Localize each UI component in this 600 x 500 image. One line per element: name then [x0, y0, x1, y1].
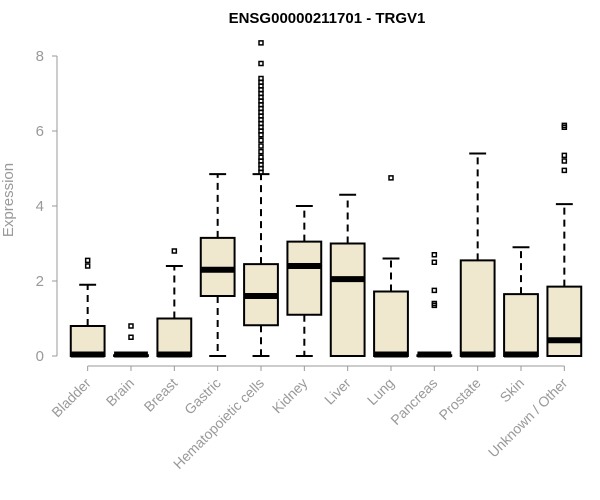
box-body [373, 290, 409, 357]
x-tick-label: Pancreas [387, 375, 440, 428]
outlier-point [258, 40, 264, 46]
box-liver [329, 193, 366, 357]
box-prostate [459, 152, 496, 358]
x-tick-label: Prostate [436, 375, 484, 423]
x-tick-label: Liver [321, 375, 354, 408]
x-tick-label: Kidney [269, 375, 311, 417]
outlier-point [431, 287, 438, 294]
x-tick-label: Unknown / Other [485, 375, 571, 461]
box-body [69, 325, 106, 357]
y-ticks: 0 2 4 6 8 [36, 48, 57, 365]
box-hematopoietic-cells [243, 40, 279, 357]
box-skin [503, 246, 539, 358]
box-bladder [69, 257, 106, 358]
box-series [69, 40, 583, 358]
box-body [156, 317, 193, 357]
box-brain [113, 323, 149, 358]
box-unknown-other [546, 122, 583, 357]
chart-title: ENSG00000211701 - TRGV1 [229, 10, 426, 27]
box-body [459, 259, 496, 357]
box-gastric [199, 173, 236, 357]
x-tick-label: Lung [364, 375, 397, 408]
outlier-point [128, 323, 134, 329]
y-tick-label: 4 [36, 198, 44, 215]
outlier-point [431, 252, 438, 258]
outlier-point [258, 154, 264, 160]
outlier-point [561, 122, 568, 129]
outlier-point [431, 259, 438, 265]
box-body [546, 285, 583, 357]
y-axis-label: Expression [0, 163, 17, 237]
outlier-point [258, 60, 264, 67]
outlier-point [258, 143, 264, 149]
outlier-point [258, 75, 264, 82]
x-tick-label: Skin [497, 375, 528, 406]
outlier-point [84, 263, 91, 269]
outlier-point [561, 158, 568, 164]
box-body [286, 240, 323, 316]
box-body [329, 242, 366, 357]
box-body [503, 293, 539, 357]
box-kidney [286, 205, 323, 357]
outlier-point [431, 300, 438, 307]
box-lung [373, 175, 409, 358]
outlier-point [128, 334, 134, 340]
y-tick-label: 2 [36, 273, 44, 290]
x-tick-label: Breast [141, 375, 181, 415]
outlier-point [388, 175, 394, 181]
outlier-point [171, 248, 178, 254]
outlier-point [561, 167, 568, 174]
y-tick-label: 8 [36, 48, 44, 65]
x-tick-label: Gastric [181, 375, 224, 418]
box-pancreas [416, 252, 453, 358]
outlier-point [258, 137, 264, 144]
box-breast [156, 248, 193, 358]
outlier-point [258, 148, 264, 155]
y-tick-label: 0 [36, 348, 44, 365]
outlier-point [84, 257, 91, 264]
x-tick-label: Brain [103, 375, 137, 409]
y-tick-label: 6 [36, 123, 44, 140]
x-tick-label: Bladder [48, 375, 94, 421]
outlier-point [561, 152, 568, 159]
